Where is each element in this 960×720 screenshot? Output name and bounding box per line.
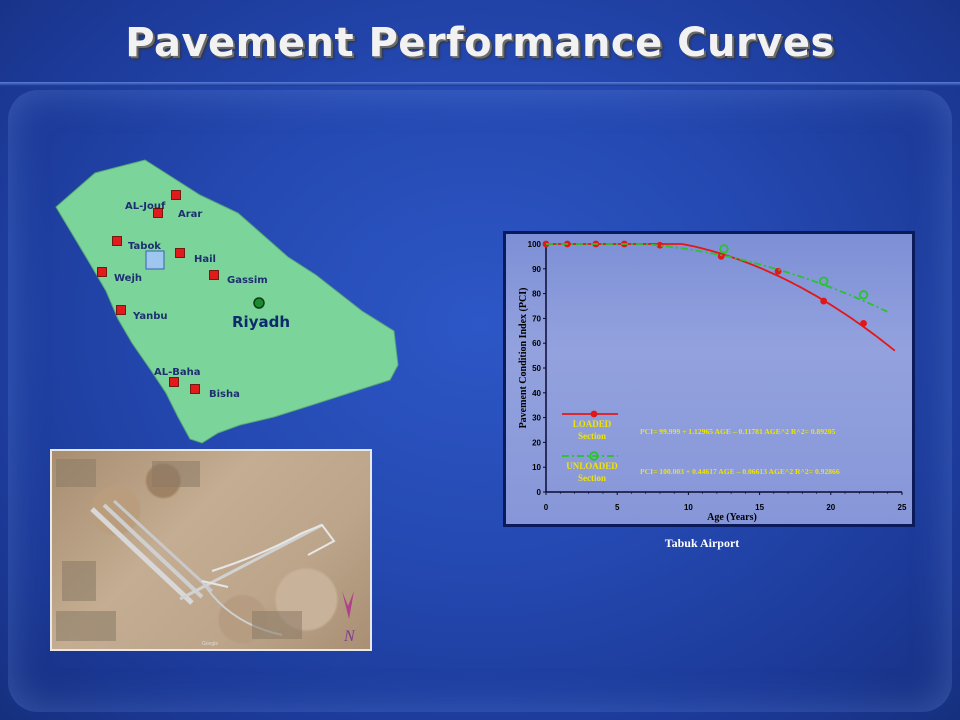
loaded-series-line bbox=[546, 243, 896, 352]
airport-marker-gassim bbox=[209, 270, 219, 280]
title-divider bbox=[0, 82, 960, 86]
airport-marker-al-jouf bbox=[171, 190, 181, 200]
city-label-wejh: Wejh bbox=[114, 273, 142, 284]
svg-text:Google: Google bbox=[202, 641, 218, 647]
x-tick-label: 5 bbox=[615, 503, 620, 512]
y-tick-label: 90 bbox=[532, 265, 541, 274]
urban-blocks bbox=[56, 459, 302, 641]
y-tick-label: 20 bbox=[532, 438, 541, 447]
city-label-yanbu: Yanbu bbox=[132, 311, 167, 322]
map-region bbox=[55, 159, 399, 444]
y-axis-label: Pavement Condition Index (PCI) bbox=[518, 288, 529, 429]
y-tick-label: 80 bbox=[532, 290, 541, 299]
airport-marker-al-baha bbox=[169, 377, 179, 387]
loaded-data-point bbox=[860, 319, 867, 327]
saudi-map: AL-Jouf Arar Tabok Hail Wejh Gassim Yanbu Riyad… bbox=[55, 159, 399, 444]
unloaded-legend-label: Section bbox=[578, 473, 606, 483]
city-label-al-baha: AL-Baha bbox=[154, 367, 201, 378]
y-tick-label: 70 bbox=[532, 314, 541, 323]
y-tick-label: 10 bbox=[532, 463, 541, 472]
y-tick-label: 50 bbox=[532, 364, 541, 373]
airport-aerial-photo: N Google bbox=[50, 449, 372, 651]
loaded-equation: PCI= 99.999 + 1.12965 AGE – 0.11781 AGE^… bbox=[640, 427, 836, 436]
airport-marker-tabok bbox=[112, 236, 122, 246]
unloaded-equation: PCI= 100.003 + 0.44617 AGE – 0.06613 AGE… bbox=[640, 467, 840, 476]
tabuk-highlight-square bbox=[145, 250, 165, 270]
city-label-arar: Arar bbox=[178, 209, 202, 220]
loaded-data-point bbox=[656, 241, 664, 249]
x-tick-label: 20 bbox=[826, 503, 835, 512]
city-label-gassim: Gassim bbox=[227, 275, 268, 286]
runway-system bbox=[90, 499, 336, 636]
capital-marker-riyadh bbox=[253, 297, 265, 309]
unloaded-data-point bbox=[818, 276, 829, 286]
city-label-al-jouf: AL-Jouf bbox=[125, 201, 166, 212]
chart-caption: Tabuk Airport bbox=[664, 536, 740, 550]
city-label-bisha: Bisha bbox=[209, 389, 240, 400]
unloaded-legend-marker bbox=[589, 451, 599, 461]
x-tick-label: 0 bbox=[544, 503, 549, 512]
airport-marker-wejh bbox=[97, 267, 107, 277]
airport-marker-hail bbox=[175, 248, 185, 258]
city-label-tabok: Tabok bbox=[128, 241, 161, 252]
loaded-data-point bbox=[717, 253, 725, 260]
airport-marker-bisha bbox=[190, 384, 200, 394]
x-axis-label: Age (Years) bbox=[707, 512, 757, 523]
unloaded-data-point bbox=[719, 244, 729, 254]
x-tick-label: 10 bbox=[684, 503, 693, 512]
airport-marker-yanbu bbox=[116, 305, 126, 315]
loaded-data-point bbox=[774, 267, 782, 275]
svg-text:N: N bbox=[343, 628, 356, 645]
city-label-riyadh: Riyadh bbox=[232, 313, 290, 331]
x-tick-label: 25 bbox=[898, 503, 907, 512]
unloaded-legend-label: UNLOADED bbox=[566, 461, 618, 471]
loaded-data-point bbox=[820, 297, 828, 305]
y-tick-label: 40 bbox=[532, 389, 541, 398]
pci-chart: 0 10 20 30 40 50 60 70 80 90 100 0 5 10 15 20 25 Age (Yea… bbox=[503, 231, 915, 527]
loaded-legend-marker bbox=[590, 410, 598, 418]
x-tick-label: 15 bbox=[755, 503, 764, 512]
city-label-hail: Hail bbox=[194, 254, 216, 265]
unloaded-data-point bbox=[858, 290, 869, 300]
pci-chart-svg: 0 10 20 30 40 50 60 70 80 90 100 0 5 10 15 20 25 Age (Yea… bbox=[518, 240, 907, 523]
unloaded-series-line bbox=[546, 243, 889, 313]
y-tick-label: 30 bbox=[532, 414, 541, 423]
slide-title: Pavement Performance Curves bbox=[125, 20, 835, 66]
photo-logo: N Google bbox=[202, 591, 356, 647]
y-tick-label: 60 bbox=[532, 339, 541, 348]
loaded-legend-label: Section bbox=[578, 431, 606, 441]
loaded-legend-label: LOADED bbox=[573, 419, 612, 429]
y-tick-label: 0 bbox=[537, 488, 542, 497]
airport-marker-arar bbox=[153, 208, 163, 218]
y-tick-label: 100 bbox=[528, 240, 542, 249]
